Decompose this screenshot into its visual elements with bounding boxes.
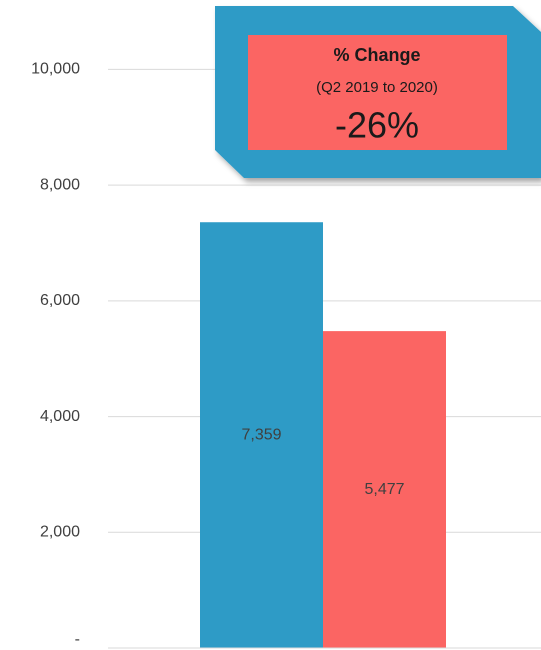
y-tick-label: - (75, 631, 80, 648)
data-label: 5,477 (364, 481, 404, 498)
y-tick-label: 2,000 (40, 524, 80, 541)
data-label: 7,359 (241, 426, 281, 443)
y-tick-label: 10,000 (31, 61, 80, 78)
callout-box (248, 35, 507, 150)
annotation-title: % Change (333, 45, 420, 65)
bar (200, 222, 323, 648)
y-tick-label: 6,000 (40, 292, 80, 309)
annotation: % Change (Q2 2019 to 2020) -26% (215, 6, 541, 178)
plot-area: - 2,000 4,000 6,000 8,000 10,000 7,359 5,477 (31, 61, 541, 649)
y-tick-label: 8,000 (40, 176, 80, 193)
annotation-text: -26% (335, 105, 419, 146)
bar (323, 331, 446, 648)
y-tick-label: 4,000 (40, 408, 80, 425)
annotation-subtitle: (Q2 2019 to 2020) (316, 79, 438, 96)
